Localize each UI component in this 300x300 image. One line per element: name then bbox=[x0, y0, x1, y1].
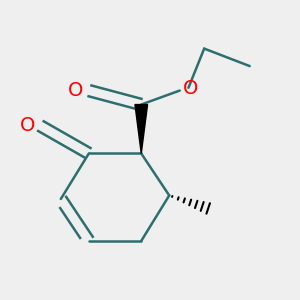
Polygon shape bbox=[135, 104, 148, 154]
Text: O: O bbox=[68, 81, 83, 100]
Text: O: O bbox=[20, 116, 35, 135]
Text: O: O bbox=[182, 79, 198, 98]
